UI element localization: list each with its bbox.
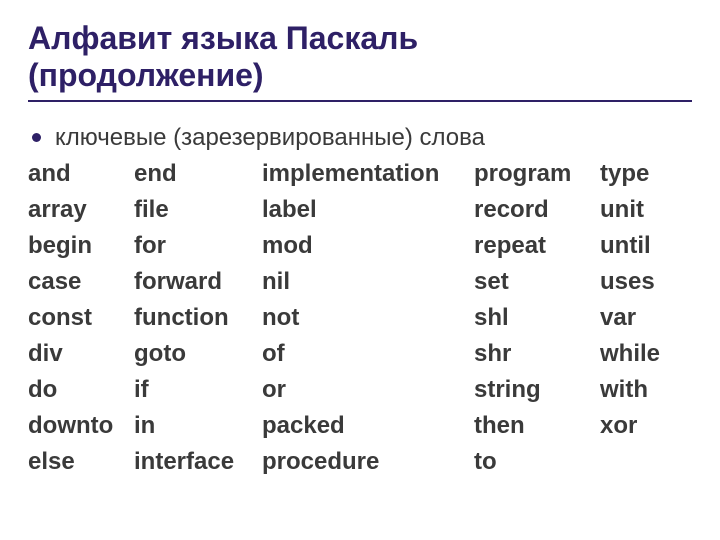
- keyword: forward: [134, 264, 262, 300]
- keyword: label: [262, 192, 474, 228]
- keyword-col-3: implementation label mod nil not of or p…: [262, 156, 474, 480]
- keyword: mod: [262, 228, 474, 264]
- keyword: not: [262, 300, 474, 336]
- bullet-label: ключевые (зарезервированные) слова: [55, 124, 485, 152]
- keyword: with: [600, 372, 690, 408]
- keyword: unit: [600, 192, 690, 228]
- bullet-icon: [32, 133, 41, 142]
- keyword: shl: [474, 300, 600, 336]
- keyword: or: [262, 372, 474, 408]
- keyword: type: [600, 156, 690, 192]
- keyword: repeat: [474, 228, 600, 264]
- keyword: do: [28, 372, 134, 408]
- keyword: end: [134, 156, 262, 192]
- keyword-col-4: program record repeat set shl shr string…: [474, 156, 600, 480]
- keyword: for: [134, 228, 262, 264]
- keyword: goto: [134, 336, 262, 372]
- keyword: case: [28, 264, 134, 300]
- keyword: packed: [262, 408, 474, 444]
- keyword: uses: [600, 264, 690, 300]
- title-line-1: Алфавит языка Паскаль: [28, 20, 418, 56]
- keyword: var: [600, 300, 690, 336]
- keyword: downto: [28, 408, 134, 444]
- keyword: nil: [262, 264, 474, 300]
- keyword: in: [134, 408, 262, 444]
- keyword: interface: [134, 444, 262, 480]
- keyword: procedure: [262, 444, 474, 480]
- keyword: file: [134, 192, 262, 228]
- keyword: array: [28, 192, 134, 228]
- keyword: xor: [600, 408, 690, 444]
- keyword: else: [28, 444, 134, 480]
- keyword: record: [474, 192, 600, 228]
- keyword: function: [134, 300, 262, 336]
- bullet-row: ключевые (зарезервированные) слова: [28, 124, 692, 152]
- slide-title: Алфавит языка Паскаль (продолжение): [28, 20, 692, 94]
- keyword: const: [28, 300, 134, 336]
- keyword: shr: [474, 336, 600, 372]
- keyword-col-1: and array begin case const div do downto…: [28, 156, 134, 480]
- keyword: div: [28, 336, 134, 372]
- keyword: set: [474, 264, 600, 300]
- keyword: string: [474, 372, 600, 408]
- keyword: if: [134, 372, 262, 408]
- keyword-col-2: end file for forward function goto if in…: [134, 156, 262, 480]
- title-underline: [28, 100, 692, 102]
- keyword: then: [474, 408, 600, 444]
- keyword: and: [28, 156, 134, 192]
- keyword: program: [474, 156, 600, 192]
- keyword: while: [600, 336, 690, 372]
- keyword: to: [474, 444, 600, 480]
- keyword-col-5: type unit until uses var while with xor: [600, 156, 690, 480]
- keyword-grid: and array begin case const div do downto…: [28, 156, 692, 480]
- keyword: begin: [28, 228, 134, 264]
- title-line-2: (продолжение): [28, 57, 264, 93]
- keyword: implementation: [262, 156, 474, 192]
- keyword: until: [600, 228, 690, 264]
- keyword: of: [262, 336, 474, 372]
